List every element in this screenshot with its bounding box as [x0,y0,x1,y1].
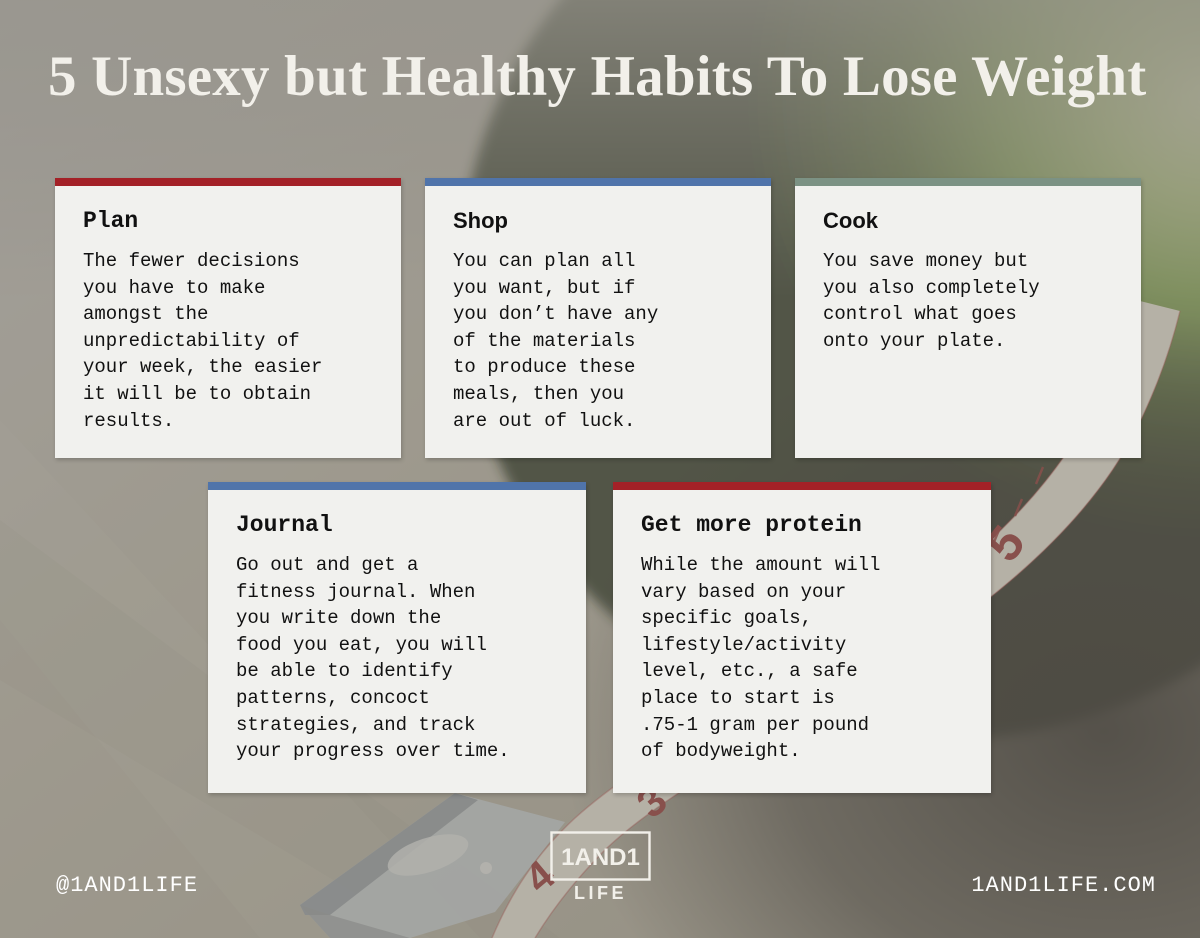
svg-text:1AND1: 1AND1 [561,844,640,871]
svg-text:LIFE: LIFE [574,883,627,903]
